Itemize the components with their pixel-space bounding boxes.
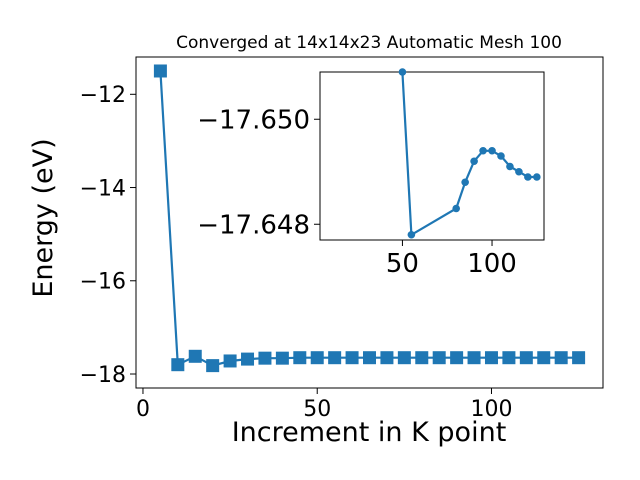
main-data-point	[293, 351, 307, 365]
y-axis-label: Energy (eV)	[28, 138, 59, 297]
main-x-tick-label: 0	[136, 397, 150, 422]
main-y-tick-label: −16	[80, 270, 126, 295]
main-x-tick-label: 100	[470, 397, 512, 422]
main-data-point	[171, 358, 185, 372]
main-data-point	[153, 64, 167, 78]
inset-data-point	[398, 68, 407, 76]
inset-y-tick-label: −17.650	[197, 106, 310, 136]
inset-data-point	[506, 162, 514, 171]
inset-x-tick-label: 100	[467, 249, 517, 279]
inset-data-point	[470, 157, 478, 166]
main-data-point	[206, 359, 220, 373]
inset-data-point	[515, 167, 523, 176]
main-x-tick-label: 50	[303, 397, 331, 422]
main-data-point	[415, 351, 429, 365]
x-axis-label: Increment in K point	[232, 417, 507, 448]
main-data-point	[275, 351, 289, 365]
main-data-point	[467, 351, 481, 365]
inset-plot-frame	[319, 71, 545, 241]
main-data-point	[380, 351, 394, 365]
main-data-point	[502, 351, 516, 365]
main-data-point	[223, 354, 237, 368]
main-series	[153, 64, 586, 373]
chart-title: Converged at 14x14x23 Automatic Mesh 100	[176, 33, 562, 53]
main-data-point	[345, 351, 359, 365]
inset-series	[398, 68, 541, 239]
inset-data-point	[479, 146, 487, 155]
main-data-point	[310, 351, 324, 365]
main-data-point	[328, 351, 342, 365]
main-data-point	[519, 351, 533, 365]
main-data-point	[554, 351, 568, 365]
inset-axis-ticks: 50 100 −17.650 −17.648	[197, 106, 517, 279]
inset-data-point	[407, 230, 416, 239]
main-data-point	[241, 352, 255, 366]
main-data-point	[363, 351, 376, 365]
main-y-tick-label: −18	[80, 363, 126, 388]
main-axis-ticks: 0 50 100 −12 −14 −16 −18	[80, 83, 513, 422]
inset-data-point	[497, 152, 505, 160]
main-data-point	[450, 351, 464, 365]
main-data-point	[188, 349, 202, 363]
inset-data-point	[488, 146, 496, 155]
inset-data-point	[461, 178, 469, 187]
inset-data-point	[524, 173, 532, 181]
main-y-tick-label: −12	[80, 83, 126, 108]
inset-x-tick-label: 50	[386, 249, 419, 279]
main-data-point	[537, 351, 551, 365]
inset-data-point	[533, 173, 541, 181]
main-data-point	[397, 351, 411, 365]
main-plot-frame	[135, 56, 604, 389]
main-data-point	[258, 351, 272, 365]
main-data-point	[572, 351, 586, 365]
main-y-tick-label: −14	[80, 176, 126, 201]
main-data-point	[484, 351, 498, 365]
main-data-point	[432, 351, 446, 365]
inset-data-point	[452, 204, 460, 213]
inset-y-tick-label: −17.648	[197, 211, 310, 241]
